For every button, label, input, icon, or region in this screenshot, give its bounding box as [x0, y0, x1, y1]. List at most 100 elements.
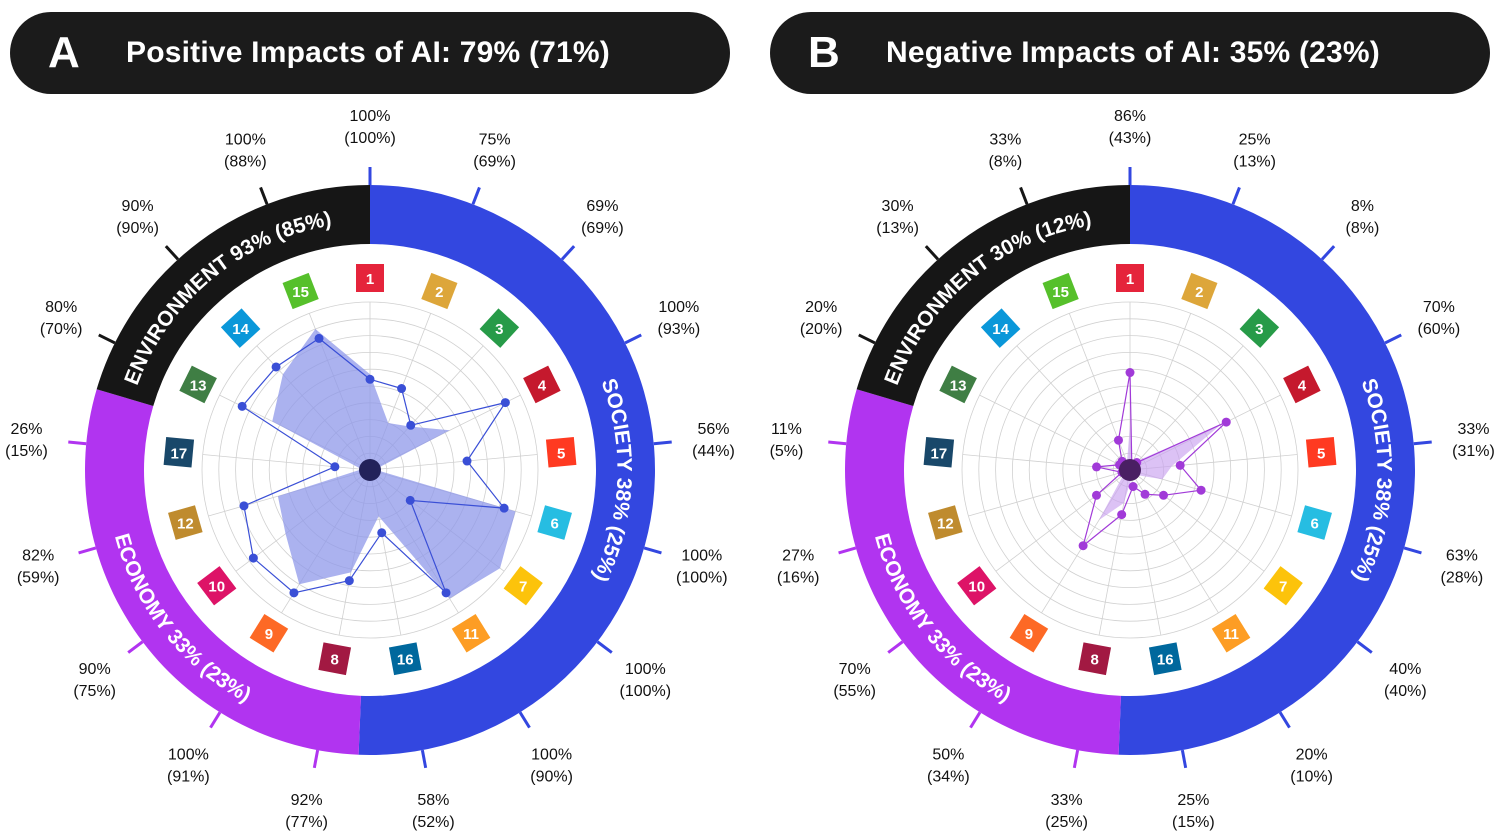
line-point-sdg-3 [406, 420, 416, 430]
sdg-number: 12 [937, 516, 954, 533]
sdg-number: 4 [538, 377, 547, 394]
tick-mark-sdg-12 [78, 546, 97, 555]
tick-label-sdg-1: 86% (43%) [1109, 108, 1152, 147]
sdg-box-7: 7 [503, 566, 543, 606]
line-point-sdg-2 [397, 384, 407, 394]
sdg-box-15: 15 [282, 272, 319, 310]
sdg-number: 17 [930, 445, 947, 462]
tick-label-sdg-16: 25% (15%) [1172, 792, 1215, 831]
grid-spoke [1016, 345, 1131, 471]
sdg-box-14: 14 [980, 308, 1021, 348]
sdg-box-1: 1 [1116, 264, 1144, 292]
sdg-number: 15 [1052, 284, 1069, 301]
tick-label-sdg-15: 33% (8%) [988, 131, 1022, 170]
sdg-box-3: 3 [479, 308, 520, 348]
line-point-sdg-8 [1117, 510, 1127, 520]
sdg-box-13: 13 [179, 365, 217, 404]
line-point-sdg-1 [1125, 368, 1135, 378]
sdg-box-10: 10 [957, 566, 997, 606]
tick-label-sdg-15: 100% (88%) [224, 131, 267, 170]
sdg-number: 14 [232, 321, 249, 338]
tick-mark-sdg-9 [209, 711, 222, 729]
panel-b-header: B Negative Impacts of AI: 35% (23%) [770, 12, 1490, 94]
sdg-box-14: 14 [220, 308, 261, 348]
sdg-number: 13 [190, 377, 207, 394]
tick-label-sdg-8: 33% (25%) [1045, 792, 1088, 831]
sdg-number: 8 [1091, 652, 1099, 669]
line-point-sdg-4 [1221, 417, 1231, 427]
tick-label-sdg-3: 69% (69%) [581, 198, 624, 237]
tick-label-sdg-5: 33% (31%) [1452, 421, 1495, 460]
tick-mark-sdg-4 [1384, 333, 1402, 345]
tick-label-sdg-2: 75% (69%) [473, 131, 516, 170]
tick-label-sdg-6: 63% (28%) [1440, 547, 1483, 586]
tick-label-sdg-7: 40% (40%) [1384, 661, 1427, 700]
line-point-sdg-9 [289, 588, 299, 598]
sdg-number: 5 [1317, 445, 1325, 462]
line-point-sdg-15 [1113, 435, 1123, 445]
sdg-box-2: 2 [421, 272, 458, 310]
ring-segment-society [1118, 185, 1415, 755]
sdg-number: 8 [331, 652, 339, 669]
tick-label-sdg-11: 100% (90%) [530, 746, 573, 785]
tick-label-sdg-10: 90% (75%) [73, 661, 116, 700]
sdg-number: 10 [208, 579, 225, 596]
tick-label-sdg-17: 26% (15%) [5, 421, 48, 460]
tick-mark-sdg-3 [1320, 245, 1336, 261]
tick-mark-sdg-11 [1278, 711, 1291, 729]
sdg-box-5: 5 [1305, 437, 1337, 468]
tick-mark-sdg-8 [1072, 749, 1080, 769]
line-point-sdg-9 [1078, 541, 1088, 551]
grid-spoke [979, 394, 1131, 471]
line-point-sdg-16 [377, 528, 387, 538]
line-point-sdg-11 [1140, 489, 1150, 499]
tick-mark-sdg-2 [1231, 186, 1241, 205]
tick-mark-sdg-16 [1180, 749, 1188, 769]
tick-mark-sdg-17 [828, 440, 847, 446]
sdg-number: 2 [435, 284, 443, 301]
tick-mark-sdg-9 [969, 711, 982, 729]
panel-b-letter: B [808, 28, 840, 77]
ring-segment-environment [96, 185, 370, 406]
tick-label-sdg-8: 92% (77%) [285, 792, 328, 831]
sdg-number: 2 [1195, 284, 1203, 301]
line-point-sdg-6 [499, 503, 509, 513]
tick-mark-sdg-14 [164, 245, 180, 261]
line-point-sdg-17 [1092, 462, 1102, 472]
sdg-box-5: 5 [545, 437, 577, 468]
center-dot [1119, 459, 1141, 481]
tick-mark-sdg-12 [838, 546, 857, 555]
center-dot [359, 459, 381, 481]
tick-mark-sdg-5 [653, 440, 672, 446]
tick-label-sdg-12: 82% (59%) [17, 547, 60, 586]
line-point-sdg-11 [441, 588, 451, 598]
sdg-number: 1 [1126, 271, 1134, 288]
sdg-number: 4 [1298, 377, 1307, 394]
tick-mark-sdg-14 [924, 245, 940, 261]
area-series [1099, 424, 1221, 520]
sdg-box-4: 4 [523, 365, 561, 404]
sdg-box-12: 12 [928, 505, 963, 540]
sdg-number: 12 [177, 516, 194, 533]
tick-label-sdg-9: 100% (91%) [167, 746, 210, 785]
grid-spoke [202, 454, 371, 471]
sdg-box-11: 11 [451, 613, 491, 653]
panel-a-title: Positive Impacts of AI: 79% (71%) [126, 36, 610, 69]
grid-spoke [968, 469, 1131, 517]
ring-segment-society [358, 185, 655, 755]
line-point-sdg-5 [462, 456, 472, 466]
sdg-box-7: 7 [1263, 566, 1303, 606]
sdg-box-6: 6 [1297, 505, 1332, 540]
tick-mark-sdg-16 [420, 749, 428, 769]
tick-mark-sdg-6 [1403, 546, 1422, 555]
sdg-box-17: 17 [923, 437, 955, 468]
line-point-sdg-7 [1159, 490, 1169, 500]
panel-a-header: A Positive Impacts of AI: 79% (71%) [10, 12, 730, 94]
tick-mark-sdg-5 [1413, 440, 1432, 446]
sdg-box-11: 11 [1211, 613, 1251, 653]
ring-segment-economy [85, 389, 361, 755]
line-point-sdg-10 [1091, 490, 1101, 500]
sdg-number: 3 [1255, 321, 1263, 338]
grid-spoke [962, 454, 1131, 471]
tick-label-sdg-12: 27% (16%) [777, 547, 820, 586]
